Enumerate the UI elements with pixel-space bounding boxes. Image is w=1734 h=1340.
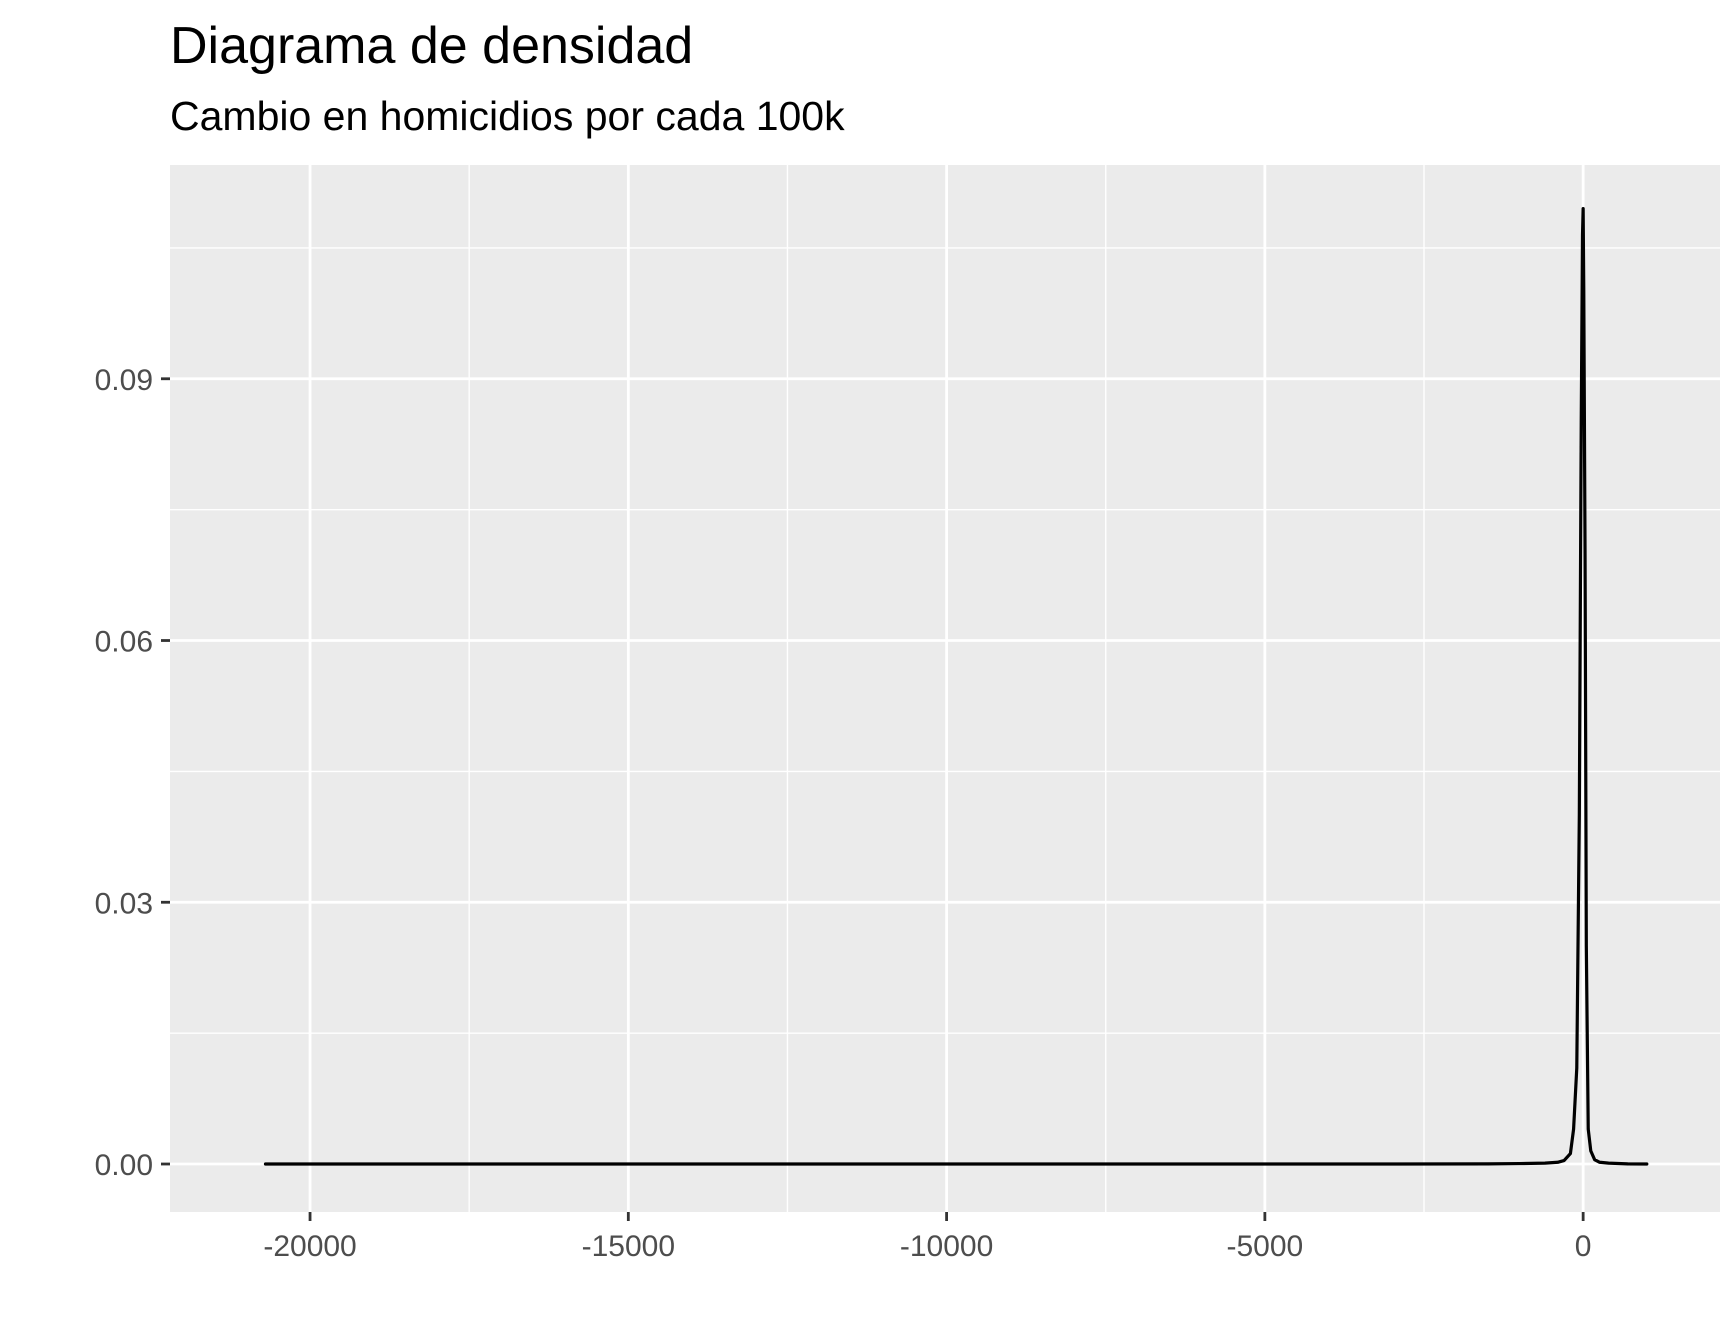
x-tick-label: -20000	[263, 1230, 356, 1263]
chart-subtitle: Cambio en homicidios por cada 100k	[170, 93, 845, 139]
series-layer	[263, 207, 1649, 1166]
x-tick-label: -10000	[900, 1230, 993, 1263]
y-tick-label: 0.06	[95, 626, 153, 659]
y-tick-label: 0.09	[95, 364, 153, 397]
x-axis: -20000 -15000 -10000 -5000 0	[263, 1212, 1591, 1263]
minor-gridlines	[170, 165, 1720, 1212]
y-tick-label: 0.03	[95, 887, 153, 920]
x-tick-label: 0	[1575, 1230, 1592, 1263]
density-curve	[263, 207, 1649, 1166]
plot-panel	[170, 165, 1720, 1212]
y-tick-label: 0.00	[95, 1149, 153, 1182]
y-axis: 0.00 0.03 0.06 0.09	[95, 364, 170, 1182]
x-tick-label: -15000	[582, 1230, 675, 1263]
x-tick-label: -5000	[1226, 1230, 1303, 1263]
chart-title: Diagrama de densidad	[170, 17, 693, 75]
